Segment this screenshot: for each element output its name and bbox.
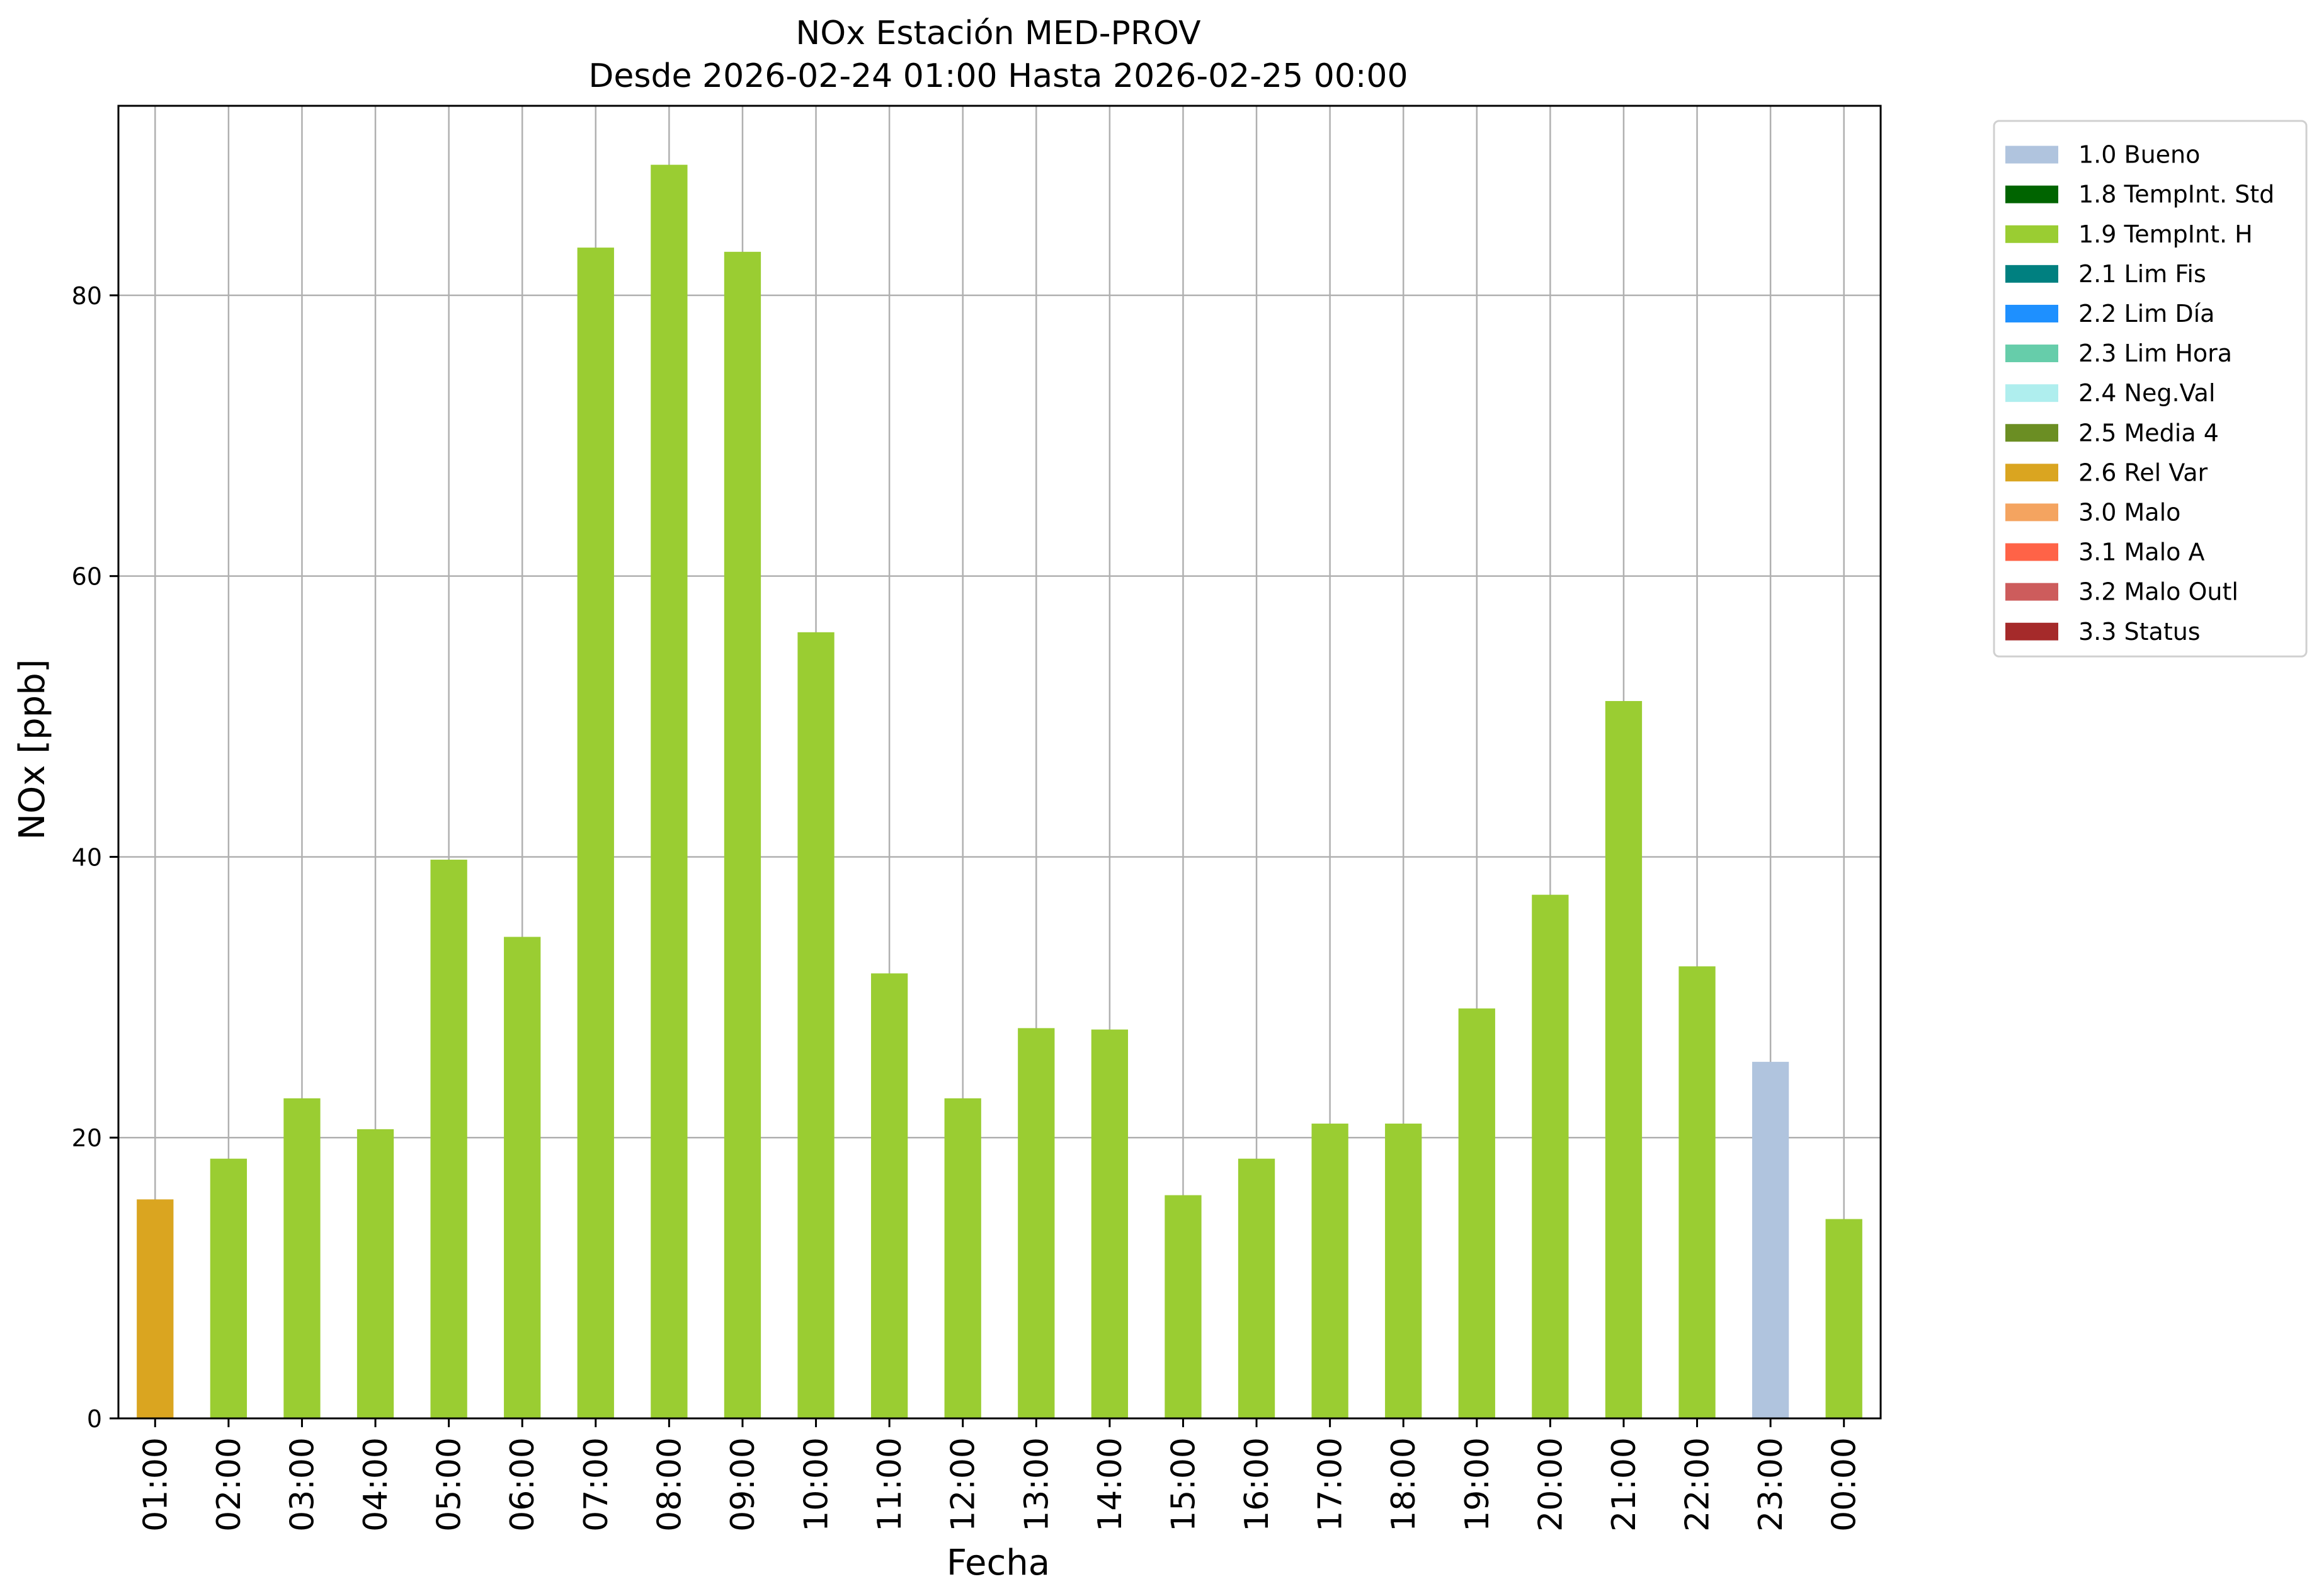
legend-label: 2.5 Media 4 bbox=[2078, 419, 2219, 447]
bar bbox=[430, 859, 467, 1418]
x-tick-label: 15:00 bbox=[1165, 1437, 1202, 1532]
legend-label: 1.9 TempInt. H bbox=[2078, 220, 2253, 248]
legend-label: 3.3 Status bbox=[2078, 618, 2201, 646]
legend-swatch bbox=[2005, 583, 2058, 601]
x-tick-label: 23:00 bbox=[1752, 1437, 1790, 1532]
legend-label: 1.8 TempInt. Std bbox=[2078, 181, 2274, 208]
x-tick-label: 10:00 bbox=[798, 1437, 836, 1532]
x-tick-label: 05:00 bbox=[431, 1437, 469, 1532]
x-tick-label: 21:00 bbox=[1605, 1437, 1643, 1532]
y-axis: 0 20 40 60 80 bbox=[72, 282, 118, 1433]
legend-swatch bbox=[2005, 424, 2058, 442]
legend-swatch bbox=[2005, 265, 2058, 283]
y-tick-label: 20 bbox=[72, 1124, 102, 1152]
bar bbox=[577, 248, 614, 1418]
bar bbox=[283, 1098, 321, 1418]
plot-frame bbox=[117, 105, 1882, 1420]
x-tick-label: 18:00 bbox=[1385, 1437, 1423, 1532]
legend-swatch bbox=[2005, 225, 2058, 243]
legend-swatch bbox=[2005, 345, 2058, 363]
bars bbox=[137, 164, 1862, 1419]
bar bbox=[1825, 1219, 1862, 1418]
legend-label: 2.4 Neg.Val bbox=[2078, 379, 2215, 407]
x-tick-label: 00:00 bbox=[1826, 1437, 1864, 1532]
bar bbox=[137, 1199, 174, 1418]
x-tick-label: 02:00 bbox=[210, 1437, 248, 1532]
x-tick-label: 07:00 bbox=[578, 1437, 615, 1532]
legend-swatch bbox=[2005, 304, 2058, 322]
legend-label: 3.0 Malo bbox=[2078, 498, 2180, 526]
bar bbox=[1678, 966, 1716, 1418]
legend-label: 2.3 Lim Hora bbox=[2078, 339, 2232, 367]
x-tick-label: 03:00 bbox=[283, 1437, 321, 1532]
bar bbox=[1385, 1123, 1422, 1418]
x-tick-label: 11:00 bbox=[871, 1437, 909, 1532]
x-tick-label: 06:00 bbox=[504, 1437, 542, 1532]
x-tick-label: 08:00 bbox=[651, 1437, 688, 1532]
bar bbox=[1165, 1195, 1202, 1418]
legend-swatch bbox=[2005, 543, 2058, 561]
x-tick-label: 01:00 bbox=[137, 1437, 174, 1532]
legend-box bbox=[1993, 120, 2308, 658]
x-tick-label: 19:00 bbox=[1459, 1437, 1496, 1532]
bar bbox=[1605, 701, 1643, 1418]
chart-title: NOx Estación MED-PROV bbox=[795, 14, 1201, 52]
legend-label: 2.2 Lim Día bbox=[2078, 300, 2214, 328]
bar bbox=[504, 937, 541, 1418]
bar bbox=[944, 1098, 981, 1418]
legend-label: 3.2 Malo Outl bbox=[2078, 578, 2238, 606]
x-tick-label: 04:00 bbox=[357, 1437, 395, 1532]
x-axis-label: Fecha bbox=[947, 1542, 1050, 1583]
bar bbox=[1018, 1028, 1055, 1418]
legend-swatch bbox=[2005, 622, 2058, 641]
bar bbox=[1091, 1029, 1129, 1418]
bar bbox=[870, 973, 908, 1418]
bar bbox=[1238, 1158, 1275, 1418]
y-axis-label: NOx [ppb] bbox=[12, 659, 53, 840]
bar bbox=[724, 251, 761, 1418]
legend-swatch bbox=[2005, 185, 2058, 203]
legend-swatch bbox=[2005, 145, 2058, 164]
legend-label: 2.6 Rel Var bbox=[2078, 459, 2208, 486]
bar bbox=[1458, 1008, 1495, 1418]
legend-label: 2.1 Lim Fis bbox=[2078, 260, 2206, 288]
bar bbox=[356, 1129, 394, 1418]
bar bbox=[1311, 1123, 1348, 1418]
x-tick-label: 22:00 bbox=[1679, 1437, 1717, 1532]
x-tick-label: 09:00 bbox=[724, 1437, 762, 1532]
legend-swatch bbox=[2005, 503, 2058, 522]
chart-subtitle: Desde 2026-02-24 01:00 Hasta 2026-02-25 … bbox=[588, 57, 1408, 95]
y-tick-label: 80 bbox=[72, 282, 102, 310]
y-tick-label: 40 bbox=[72, 843, 102, 871]
legend-label: 3.1 Malo A bbox=[2078, 539, 2204, 566]
x-tick-label: 16:00 bbox=[1238, 1437, 1276, 1532]
y-tick-label: 60 bbox=[72, 563, 102, 591]
x-tick-label: 13:00 bbox=[1018, 1437, 1056, 1532]
legend: 1.0 Bueno 1.8 TempInt. Std 1.9 TempInt. H 2… bbox=[1993, 120, 2308, 658]
x-tick-label: 14:00 bbox=[1091, 1437, 1129, 1532]
legend-label: 1.0 Bueno bbox=[2078, 141, 2200, 169]
x-axis: 01:00 02:00 03:00 04:00 05:00 06:00 07:00 08:00… bbox=[137, 1418, 1864, 1532]
bar bbox=[651, 164, 688, 1419]
bar bbox=[210, 1158, 248, 1418]
x-tick-label: 17:00 bbox=[1312, 1437, 1350, 1532]
x-tick-label: 20:00 bbox=[1532, 1437, 1570, 1532]
bar bbox=[797, 632, 835, 1418]
y-tick-label: 0 bbox=[87, 1405, 102, 1433]
legend-swatch bbox=[2005, 384, 2058, 402]
bar bbox=[1752, 1061, 1789, 1418]
legend-swatch bbox=[2005, 464, 2058, 482]
bar bbox=[1532, 894, 1569, 1418]
x-tick-label: 12:00 bbox=[945, 1437, 983, 1532]
